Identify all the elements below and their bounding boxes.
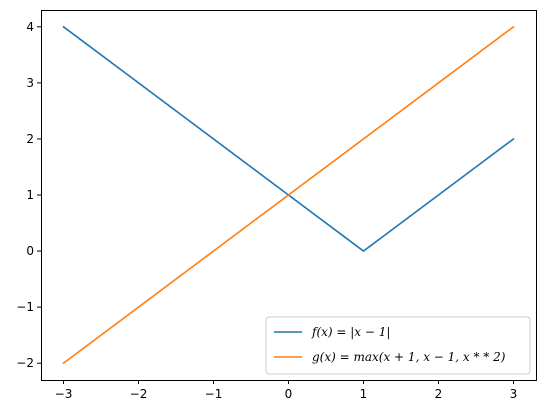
y-tick-label: 0 [26, 244, 34, 258]
y-tick-label: 3 [26, 76, 34, 90]
y-tick-label: 1 [26, 188, 34, 202]
x-tick-label: 0 [285, 387, 293, 401]
x-tick-label: −3 [55, 387, 73, 401]
legend-label-2: g(x) = max(x + 1, x − 1, x * * 2) [312, 350, 506, 364]
y-axis: −2 −1 0 1 2 3 4 [16, 20, 41, 370]
y-tick-label: −2 [16, 356, 34, 370]
series-line-2 [62, 25, 515, 365]
legend: f(x) = |x − 1| g(x) = max(x + 1, x − 1, x… [265, 316, 531, 375]
x-tick-label: −2 [130, 387, 148, 401]
x-tick-label: 1 [360, 387, 368, 401]
y-tick-label: 4 [26, 20, 34, 34]
series-layer [62, 25, 515, 365]
x-tick-label: 3 [510, 387, 518, 401]
legend-label-1: f(x) = |x − 1| [311, 325, 390, 339]
legend-box [265, 316, 531, 375]
x-axis: −3 −2 −1 0 1 2 3 [55, 380, 518, 401]
series-line-1 [62, 25, 515, 252]
y-tick-label: −1 [16, 300, 34, 314]
x-tick-label: 2 [435, 387, 443, 401]
y-tick-label: 2 [26, 132, 34, 146]
x-tick-label: −1 [205, 387, 223, 401]
